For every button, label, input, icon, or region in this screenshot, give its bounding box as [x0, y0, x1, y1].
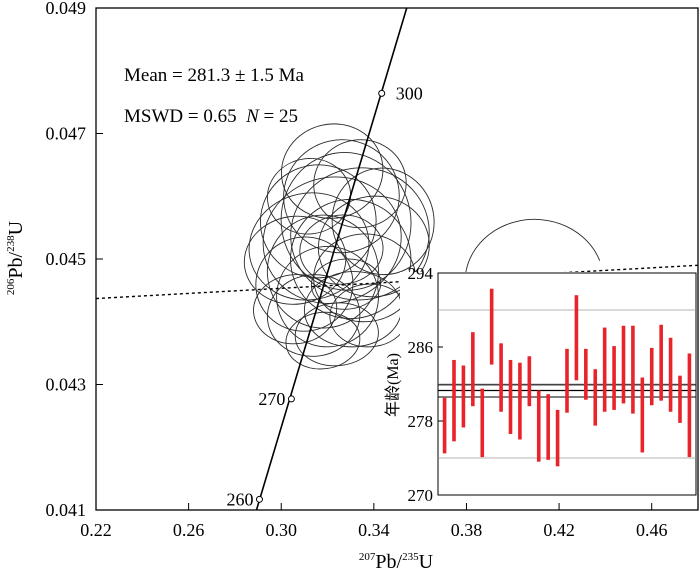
age-error-bar-23 — [649, 347, 654, 406]
x-label-sep: / — [397, 551, 403, 573]
x-tick-label: 0.30 — [265, 520, 297, 540]
error-ellipse-16 — [317, 195, 430, 298]
error-ellipse-23 — [299, 214, 384, 285]
age-error-bar-20 — [621, 325, 626, 404]
age-error-bar-21 — [631, 325, 635, 414]
age-point-270 — [287, 395, 295, 403]
error-ellipse-21 — [266, 158, 352, 235]
age-error-bar-3 — [461, 365, 466, 428]
n-symbol: N — [245, 106, 260, 127]
age-point-300 — [378, 89, 386, 97]
discordia-line — [96, 264, 698, 300]
error-ellipse-20 — [313, 139, 407, 229]
age-error-bar-11 — [536, 390, 541, 462]
x-label-mass: 207 — [359, 551, 376, 563]
y-tick-label: 0.047 — [46, 124, 87, 144]
error-ellipse-4 — [262, 176, 402, 304]
age-point-260 — [255, 495, 263, 503]
x-tick-label: 0.42 — [543, 520, 575, 540]
age-label-270: 270 — [258, 389, 285, 409]
error-ellipse-9 — [283, 139, 400, 254]
mswd-text: MSWD = 0.65 — [124, 106, 246, 127]
error-ellipse-8 — [259, 164, 377, 279]
error-ellipse-6 — [290, 198, 412, 320]
age-error-bar-19 — [612, 346, 616, 410]
age-error-bar-14 — [565, 348, 569, 413]
age-error-bar-15 — [574, 295, 579, 381]
error-ellipse-22 — [310, 258, 382, 310]
x-tick-label: 0.26 — [173, 520, 205, 540]
inset-y-ticks: 270 278 286 294 — [408, 264, 443, 505]
age-label-300: 300 — [396, 83, 423, 103]
y-axis-label: 206Pb/238U — [5, 220, 27, 295]
error-ellipse-1 — [243, 215, 347, 305]
inset-y-tick-label: 278 — [408, 412, 434, 431]
error-ellipse-24 — [253, 274, 338, 345]
inset-age-chart: 270 278 286 294 年龄(Ma) — [384, 264, 697, 505]
age-error-bar-6 — [489, 288, 494, 365]
age-error-bar-9 — [518, 362, 522, 440]
y-label-element2: U — [5, 220, 27, 235]
inset-y-tick-label: 286 — [408, 338, 434, 357]
age-error-bar-27 — [687, 353, 692, 458]
inset-error-bars — [442, 288, 692, 467]
age-error-bar-17 — [593, 369, 598, 426]
error-ellipse-18 — [331, 167, 435, 276]
age-error-bar-2 — [452, 359, 456, 442]
age-error-bar-22 — [640, 377, 645, 453]
mean-age-annotation: Mean = 281.3 ± 1.5 Ma — [124, 65, 305, 86]
x-label-mass2: 235 — [402, 551, 419, 563]
inset-y-tick-label: 294 — [408, 264, 434, 283]
age-label-260: 260 — [226, 489, 253, 509]
age-error-bar-16 — [584, 348, 588, 400]
x-axis-ticks: 0.22 0.26 0.30 0.34 0.38 0.42 0.46 — [80, 503, 667, 540]
age-error-bar-25 — [668, 337, 673, 412]
n-value: = 25 — [259, 106, 298, 127]
y-tick-label: 0.043 — [46, 375, 87, 395]
y-tick-label: 0.041 — [46, 500, 87, 520]
x-label-element: Pb — [375, 551, 396, 573]
age-error-bar-8 — [508, 359, 513, 434]
x-label-element2: U — [419, 551, 434, 573]
y-label-sep: / — [5, 251, 27, 257]
age-error-bar-7 — [499, 343, 503, 412]
age-error-bar-18 — [602, 327, 607, 412]
age-error-bar-5 — [480, 388, 485, 458]
y-tick-label: 0.049 — [46, 0, 87, 18]
error-ellipse-3 — [266, 214, 379, 329]
y-label-element: Pb — [5, 257, 27, 278]
y-tick-label: 0.045 — [46, 249, 87, 269]
y-label-mass2: 238 — [5, 235, 17, 252]
error-ellipse-15 — [285, 311, 361, 370]
x-tick-label: 0.22 — [80, 520, 112, 540]
age-error-bar-10 — [527, 356, 532, 407]
concordia-age-points: 260 270 300 — [226, 83, 422, 509]
error-ellipses — [243, 123, 601, 370]
age-error-bar-4 — [471, 332, 475, 407]
x-tick-label: 0.46 — [636, 520, 668, 540]
age-error-bar-1 — [442, 397, 447, 454]
mswd-annotation: MSWD = 0.65 N = 25 — [124, 106, 298, 127]
outlier-ellipse-arc — [464, 218, 601, 294]
age-error-bar-12 — [546, 394, 550, 460]
x-axis-label: 207Pb/235U — [359, 551, 434, 573]
x-tick-label: 0.38 — [451, 520, 483, 540]
inset-y-axis-label: 年龄(Ma) — [384, 353, 402, 417]
error-ellipse-12 — [266, 274, 361, 357]
error-ellipse-17 — [255, 236, 354, 332]
age-error-bar-13 — [555, 409, 560, 467]
error-ellipse-5 — [280, 151, 412, 291]
x-tick-label: 0.34 — [358, 520, 390, 540]
y-label-mass: 206 — [5, 278, 17, 295]
y-axis-ticks: 0.041 0.043 0.045 0.047 0.049 — [46, 0, 103, 520]
age-error-bar-24 — [659, 324, 663, 401]
inset-y-tick-label: 270 — [408, 486, 434, 505]
age-error-bar-26 — [678, 375, 682, 423]
